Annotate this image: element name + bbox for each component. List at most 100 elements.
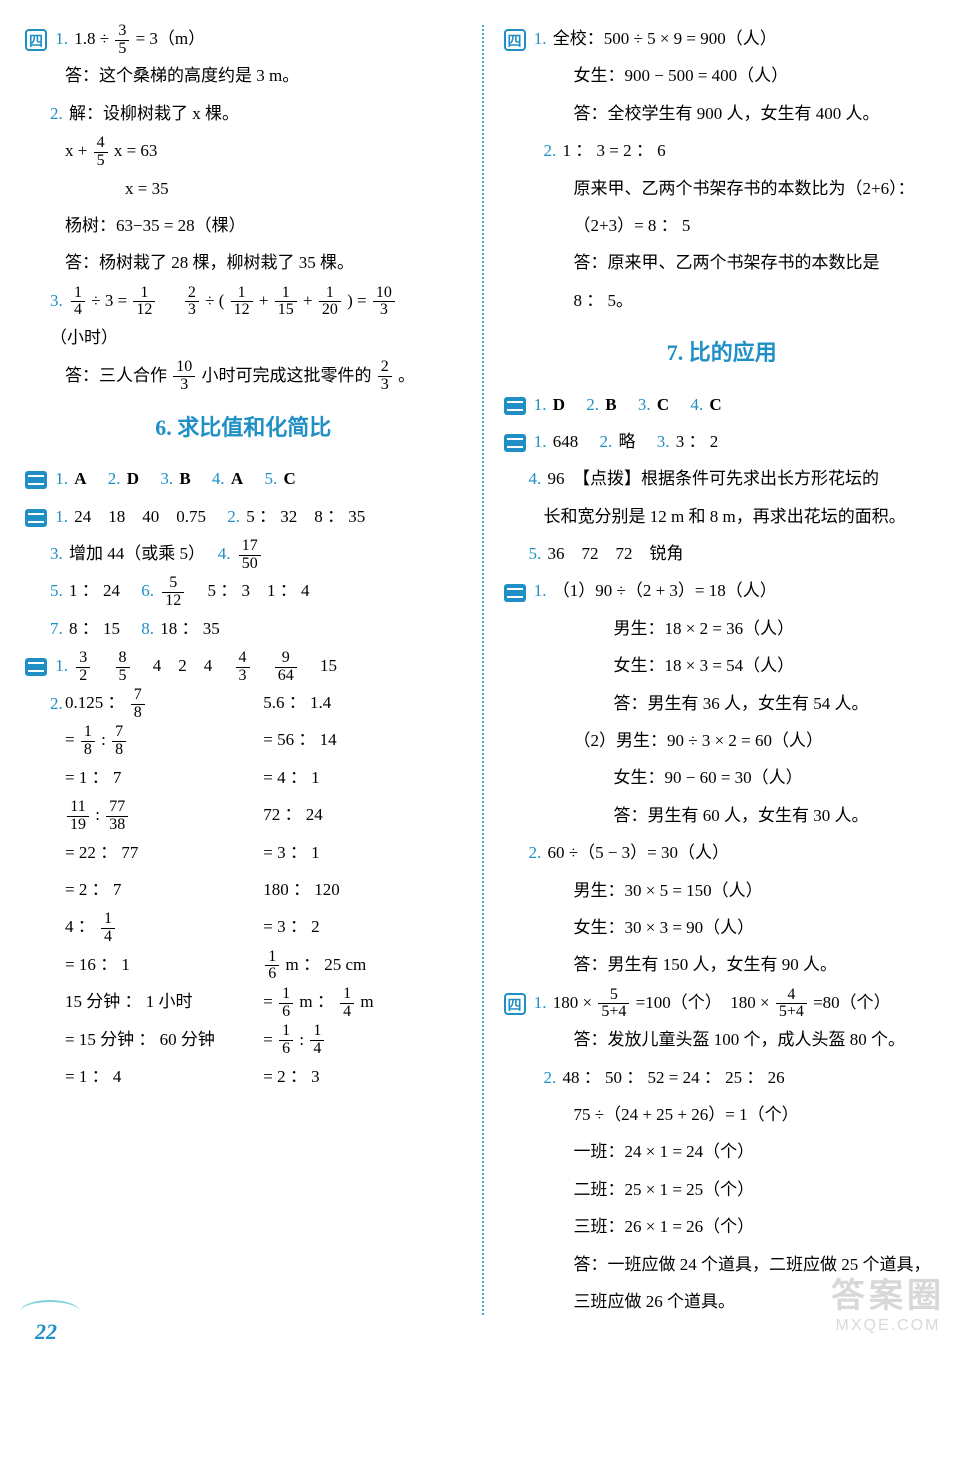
item-num: 3. <box>657 432 670 451</box>
text: 长和宽分别是 12 m 和 8 m，再求出花坛的面积。 <box>504 498 941 535</box>
item-num: 4. <box>690 395 703 414</box>
fraction: 103 <box>173 359 195 394</box>
text: 增加 44（或乘 5） <box>69 544 197 563</box>
item-num: 1. <box>55 507 68 526</box>
text: 女生：18 × 3 = 54（人） <box>504 647 941 684</box>
text: D <box>127 469 139 488</box>
answer: 答：这个桑梯的高度约是 3 m。 <box>25 57 462 94</box>
item-num: 1. <box>55 656 68 675</box>
fraction: 45 <box>94 135 108 170</box>
math-step: = 3 ： 1 <box>263 834 461 871</box>
text: A <box>231 469 243 488</box>
math-step: 5.6 ： 1.4 <box>263 684 461 721</box>
text: 解：设柳树栽了 x 棵。 <box>69 104 239 123</box>
text: （2）男生：90 ÷ 3 × 2 = 60（人） <box>504 722 941 759</box>
math-step: 4 ： 14 <box>65 908 263 945</box>
item-num: 2. <box>544 141 557 160</box>
row: 2. 1 ： 3 = 2 ： 6 <box>504 132 941 169</box>
list-badge-icon <box>504 584 526 602</box>
math-step: 1119 : 7738 <box>65 796 263 833</box>
answer: 答：杨树栽了 28 棵，柳树栽了 35 棵。 <box>25 244 462 281</box>
item-num: 2. <box>544 1068 557 1087</box>
item-num: 4. <box>212 469 225 488</box>
text: 24 18 40 0.75 <box>74 507 206 526</box>
text: 18 ： 35 <box>160 619 220 638</box>
answer: 8 ： 5。 <box>504 282 941 319</box>
text: =100（个） 180 × <box>636 993 774 1012</box>
item-num: 3. <box>50 544 63 563</box>
item-num: 7. <box>50 619 63 638</box>
badge-four-icon: 四 <box>504 29 526 51</box>
text: 5 ： 32 8 ： 35 <box>246 507 365 526</box>
fraction: 45+4 <box>776 987 807 1022</box>
equation: x = 35 <box>25 170 462 207</box>
text: C <box>657 395 669 414</box>
item-num: 1. <box>534 581 547 600</box>
item-num: 1. <box>534 432 547 451</box>
fraction: 85 <box>116 650 130 685</box>
math-step: 15 分钟 ： 1 小时 <box>65 983 263 1020</box>
math-step: = 1 ： 4 <box>65 1058 263 1095</box>
text: 8 ： 15 <box>69 619 120 638</box>
answer: 答：三人合作 103 小时可完成这批零件的 23 。 <box>25 357 462 394</box>
text: + <box>303 291 317 310</box>
answer: 答：男生有 60 人，女生有 30 人。 <box>504 797 941 834</box>
item-num: 8. <box>141 619 154 638</box>
row: 1. D 2. B 3. C 4. C <box>504 386 941 423</box>
item-num: 1. <box>534 395 547 414</box>
row: 3. 14 ÷ 3 = 112 23 ÷ ( 112 + 115 + 120 )… <box>25 282 462 357</box>
item-num: 1. <box>534 29 547 48</box>
text: （2+3）= 8 ： 5 <box>504 207 941 244</box>
item-num: 3. <box>638 395 651 414</box>
math-step: = 18 : 78 <box>65 721 263 758</box>
math-step: 0.125 ： 78 <box>65 684 263 721</box>
math-step: = 2 ： 7 <box>65 871 263 908</box>
fraction: 115 <box>275 285 297 320</box>
text: 48 ： 50 ： 52 = 24 ： 25 ： 26 <box>563 1068 785 1087</box>
row: 7. 8 ： 15 8. 18 ： 35 <box>25 610 462 647</box>
answer: 答：男生有 36 人，女生有 54 人。 <box>504 685 941 722</box>
text: 女生：90 − 60 = 30（人） <box>504 759 941 796</box>
text: 男生：18 × 2 = 36（人） <box>504 610 941 647</box>
fraction: 103 <box>373 285 395 320</box>
fraction: 964 <box>275 650 297 685</box>
item-num: 1. <box>55 469 68 488</box>
page-number: 22 <box>35 1319 57 1345</box>
fraction: 23 <box>185 285 199 320</box>
item-num: 6. <box>141 581 154 600</box>
fraction: 55+4 <box>598 987 629 1022</box>
two-col-math: 0.125 ： 78= 18 : 78= 1 ： 71119 : 7738 = 2… <box>25 684 462 1095</box>
answer: 答：全校学生有 900 人，女生有 400 人。 <box>504 95 941 132</box>
answer: 答：原来甲、乙两个书架存书的本数比是 <box>504 244 941 281</box>
text: C <box>283 469 295 488</box>
row: 1. 648 2. 略 3. 3 ： 2 <box>504 423 941 460</box>
row: 四 1. 180 × 55+4 =100（个） 180 × 45+4 =80（个… <box>504 984 941 1021</box>
text: ÷ 3 = <box>91 291 131 310</box>
text: 1 ： 24 <box>69 581 120 600</box>
row: 2. 60 ÷（5 − 3）= 30（人） <box>504 834 941 871</box>
math-step: = 1 ： 7 <box>65 759 263 796</box>
list-badge-icon <box>504 397 526 415</box>
text: 15 <box>303 656 337 675</box>
list-badge-icon <box>25 509 47 527</box>
text: 96 【点拨】根据条件可先求出长方形花坛的 <box>548 469 880 488</box>
fraction: 112 <box>133 285 155 320</box>
math-step: 180 ： 120 <box>263 871 461 908</box>
text: x = 63 <box>114 141 158 160</box>
item-num: 2. <box>529 843 542 862</box>
row: 四 1. 1.8 ÷ 35 = 3（m） <box>25 20 462 57</box>
fraction: 14 <box>71 285 85 320</box>
text: （1）90 ÷（2 + 3）= 18（人） <box>553 581 777 600</box>
math-step: = 15 分钟 ： 60 分钟 <box>65 1021 263 1058</box>
text: 略 <box>619 432 636 451</box>
fraction: 512 <box>162 575 184 610</box>
item-num: 3. <box>160 469 173 488</box>
row: 1. （1）90 ÷（2 + 3）= 18（人） <box>504 572 941 609</box>
equation: x + 45 x = 63 <box>25 132 462 169</box>
row: 2. 解：设柳树栽了 x 棵。 <box>25 95 462 132</box>
text: 。 <box>398 366 415 385</box>
text: 180 × <box>553 993 597 1012</box>
fraction: 1750 <box>239 538 261 573</box>
text: 全校：500 ÷ 5 × 9 = 900（人） <box>553 29 777 48</box>
answer: 答：一班应做 24 个道具，二班应做 25 个道具， <box>504 1246 941 1283</box>
